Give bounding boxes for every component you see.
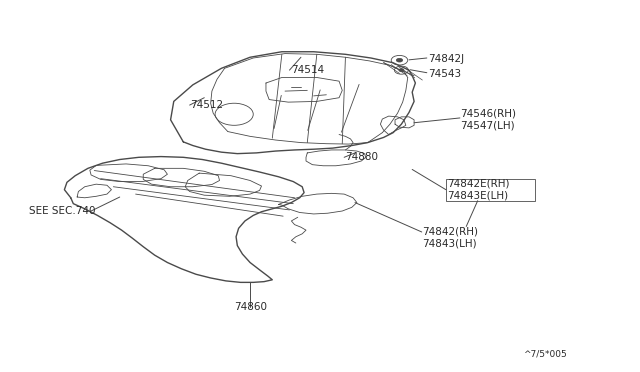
Bar	[446, 179, 535, 201]
Text: 74842J: 74842J	[428, 54, 464, 64]
Text: 74546(RH)
74547(LH): 74546(RH) 74547(LH)	[460, 109, 516, 131]
Text: 74860: 74860	[234, 302, 267, 312]
Text: SEE SEC.740: SEE SEC.740	[29, 206, 95, 216]
Circle shape	[396, 58, 403, 62]
Text: 74842(RH)
74843(LH): 74842(RH) 74843(LH)	[422, 227, 477, 248]
Text: 74880: 74880	[346, 152, 378, 162]
Text: ^7/5*005: ^7/5*005	[524, 350, 567, 359]
Text: 74842E(RH)
74843E(LH): 74842E(RH) 74843E(LH)	[447, 179, 509, 201]
Text: 74512: 74512	[189, 100, 223, 110]
Circle shape	[399, 69, 404, 71]
Text: 74514: 74514	[291, 65, 324, 75]
Text: 74543: 74543	[428, 69, 461, 79]
